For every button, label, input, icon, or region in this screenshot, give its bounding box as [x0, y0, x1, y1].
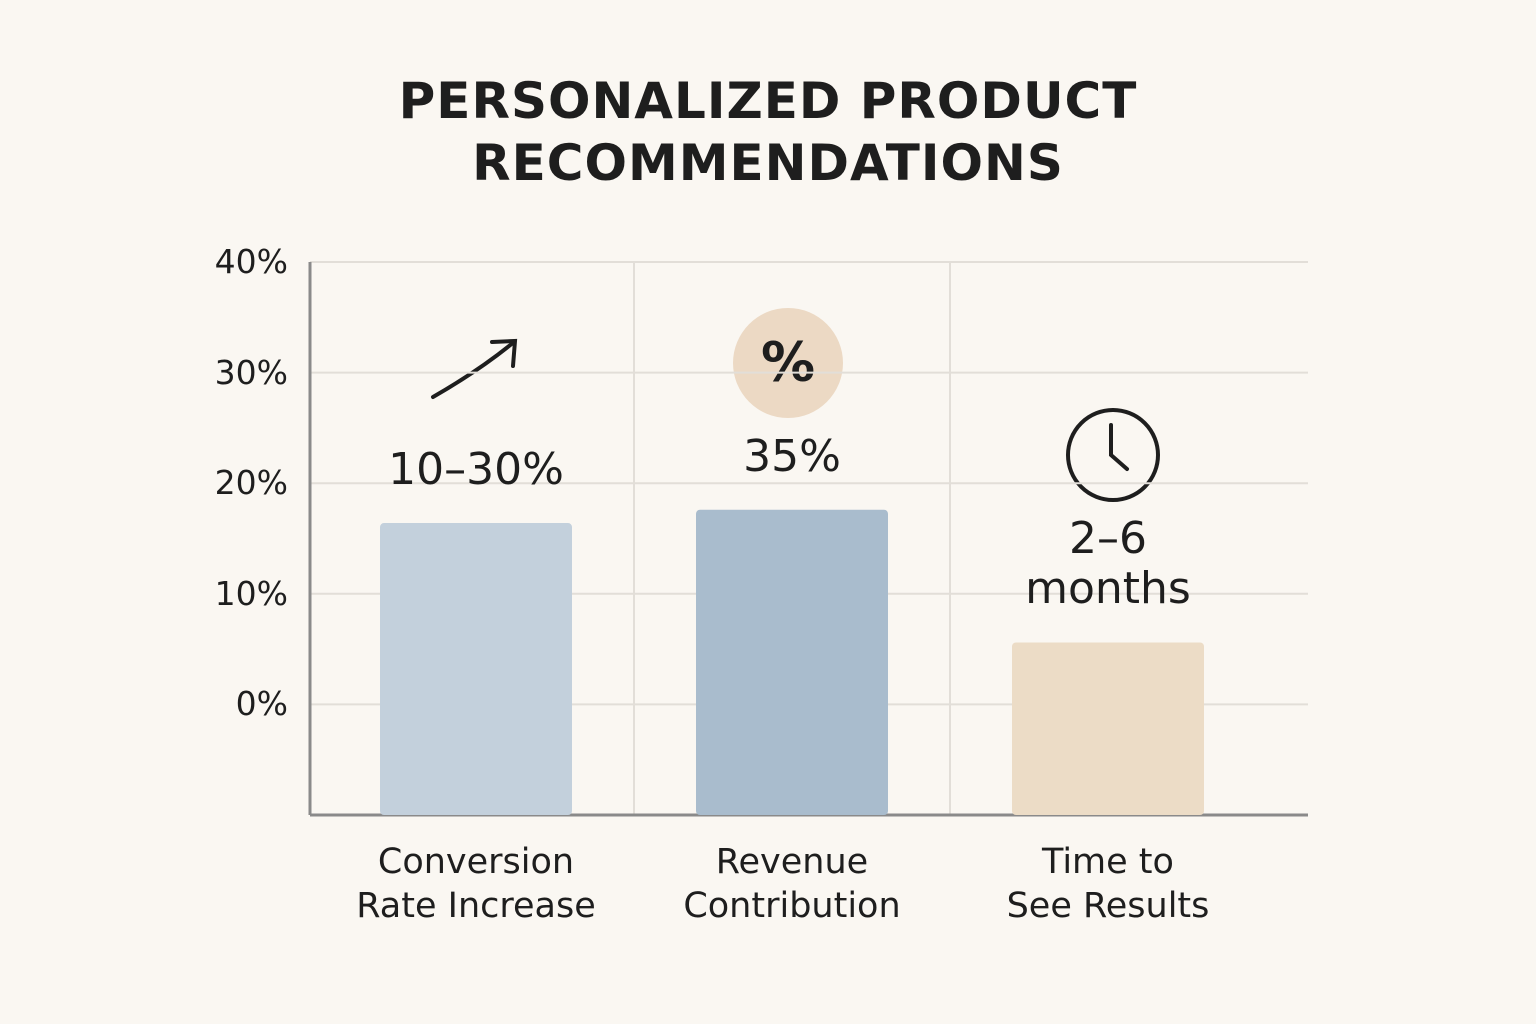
badge: % [761, 331, 815, 394]
x-tick-label: Conversion Rate Increase [356, 842, 596, 926]
annotation: 2–6 months [1025, 513, 1191, 615]
arrow-head [490, 338, 518, 368]
annotation: 10–30% [388, 444, 564, 496]
annotation: 35% [743, 430, 841, 482]
chart-title: PERSONALIZED PRODUCT RECOMMENDATIONS [398, 72, 1138, 192]
y-tick-label: 30% [214, 352, 288, 392]
y-tick-label: 0% [235, 684, 288, 724]
y-tick-label: 40% [214, 242, 288, 281]
y-tick-label: 20% [214, 463, 288, 503]
badge-circle [733, 308, 843, 418]
x-tick-label: Revenue Contribution [683, 842, 901, 926]
y-tick-label: 10% [214, 573, 288, 613]
bar [1012, 642, 1204, 815]
trend-icon [431, 338, 518, 399]
bar [380, 523, 572, 815]
clock-icon [1066, 408, 1160, 502]
arrow [431, 340, 516, 399]
x-tick-label: Time to See Results [1006, 842, 1210, 926]
bar [696, 509, 888, 815]
